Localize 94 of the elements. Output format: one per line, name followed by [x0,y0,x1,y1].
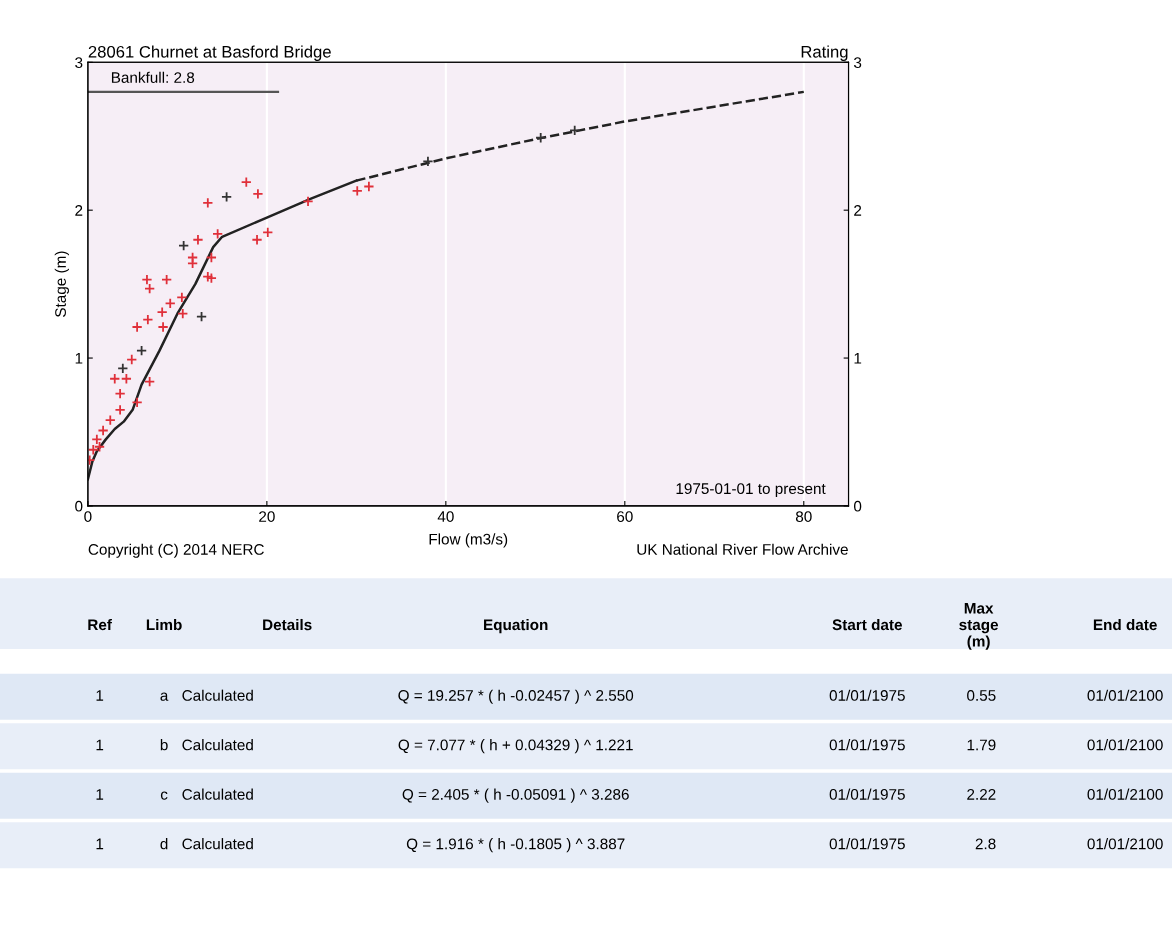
y2-tick-label: 2 [854,205,862,216]
text: 1 [96,739,104,751]
text: 01/01/2100 [1087,739,1163,751]
text: Q = 7.077 * ( h + 0.04329 ) ^ 1.221 [398,739,633,754]
x-tick-label: 0 [84,511,92,522]
point [161,274,173,286]
text: 01/01/1975 [829,689,905,701]
point [302,195,314,207]
point [240,176,252,188]
text: Limb [146,618,182,631]
text: 01/01/1975 [829,739,905,751]
y-axis-title: Stage (m) [54,251,69,317]
point [109,373,121,385]
point [351,185,363,197]
text: Max stage (m) [959,603,999,650]
point [252,188,264,200]
y-tick-label: 1 [75,353,83,364]
point [363,180,375,193]
text: 1.79 [967,739,996,751]
point [177,308,189,320]
point [97,424,109,437]
text: Copyright (C) 2014 NERC [88,543,264,558]
y2-tick-label: 1 [854,353,862,364]
ref-line-label: Bankfull: 2.8 [111,71,195,83]
point [262,226,274,238]
text: 01/01/1975 [829,838,905,850]
point [141,274,153,286]
text: 2.8 [975,838,996,850]
text: 0.55 [967,690,996,701]
point [251,234,263,246]
point [192,234,204,246]
point [422,155,434,167]
point [157,321,169,333]
text: 01/01/2100 [1087,838,1163,850]
text: Calculated [182,788,253,800]
point [156,306,168,318]
point [221,191,233,203]
text: Calculated [182,739,253,751]
text: b [160,739,168,751]
point [131,396,143,408]
point [212,228,224,240]
point [144,376,156,388]
point [114,404,126,416]
text: a [160,692,169,701]
text: Details [263,618,312,631]
point [120,373,132,385]
point [187,257,199,269]
x-tick-label: 60 [617,511,633,522]
x-tick-label: 80 [795,511,812,522]
x-axis-title: Flow (m3/s) [429,533,508,548]
point [142,314,154,326]
text: Q = 2.405 * ( h -0.05091 ) ^ 3.286 [402,788,629,803]
text: 01/01/2100 [1087,788,1163,800]
point [131,321,143,333]
point [176,291,188,303]
annotation: 1975-01-01 to present [676,483,826,498]
text: Start date [832,618,902,631]
text: UK National River Flow Archive [637,543,848,555]
text: 01/01/2100 [1087,689,1163,701]
point [117,362,129,374]
point [569,124,581,136]
y-tick-label: 2 [75,205,83,216]
point [195,311,208,323]
text: Calculated [182,689,253,701]
chart-title: 28061 Churnet at Basford Bridge [88,45,331,61]
text: d [160,838,168,850]
text: Q = 1.916 * ( h -0.1805 ) ^ 3.887 [406,838,625,853]
text: Calculated [182,838,253,850]
text: 1 [96,838,104,850]
y-tick-label: 3 [75,57,83,68]
x-tick-label: 20 [259,511,275,522]
point [104,414,116,426]
text: Ref [88,618,112,631]
y-tick-label: 0 [75,500,83,512]
chart-subtitle: Rating [801,45,848,61]
text: Equation [484,618,548,634]
text: 1 [96,789,104,800]
text: 1 [96,690,104,701]
point [136,345,148,357]
x-tick-label: 40 [437,511,454,522]
text: Q = 19.257 * ( h -0.02457 ) ^ 2.550 [398,689,634,704]
point [91,433,103,445]
y2-tick-label: 3 [853,57,862,68]
text: 2.22 [967,788,996,800]
text: End date [1093,618,1157,631]
text: c [160,791,168,800]
point [178,240,190,252]
point [126,353,138,366]
point [535,132,547,144]
point [164,297,176,309]
y2-tick-label: 0 [853,500,862,512]
text: 01/01/1975 [829,788,905,800]
point [202,197,214,209]
point [205,251,217,264]
